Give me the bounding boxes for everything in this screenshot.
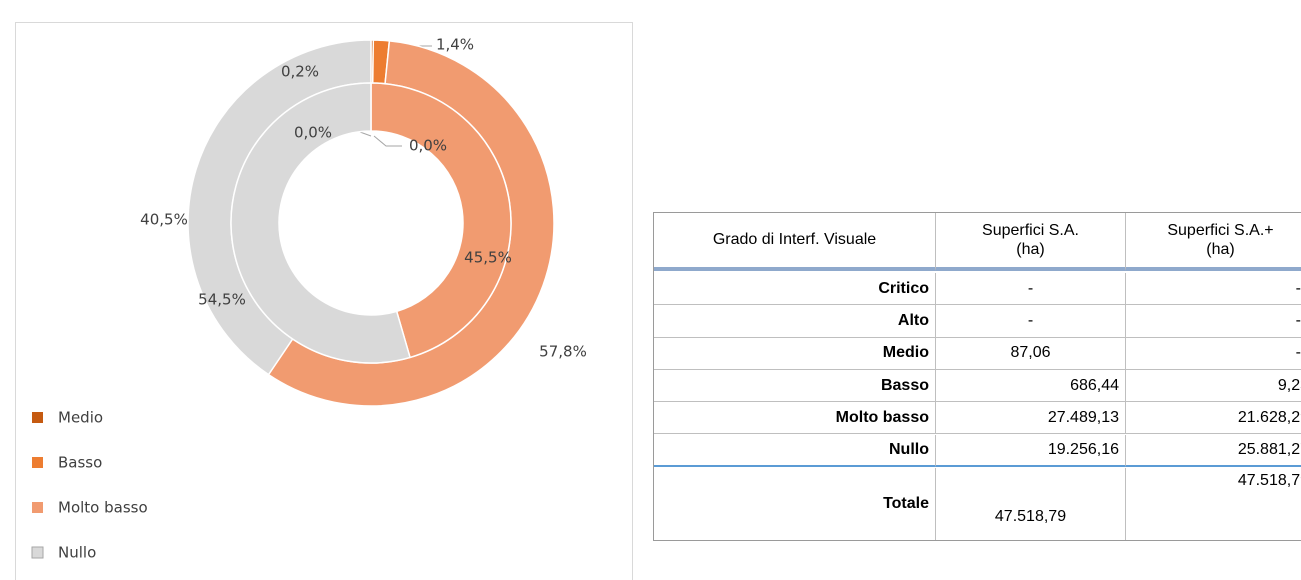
legend-label: Basso <box>58 454 102 472</box>
header-line: (ha) <box>1016 241 1045 258</box>
leader-line <box>373 135 402 147</box>
table-cell: - <box>1126 338 1301 370</box>
table-cell: Totale <box>654 468 936 540</box>
table-cell: 47.518,79 <box>936 468 1126 540</box>
data-label: 0,0% <box>294 124 332 142</box>
header-line: Superfici S.A. <box>982 222 1079 239</box>
table-cell: 25.881,27 <box>1126 435 1301 467</box>
table-cell: Superfici S.A.+ (ha) <box>1126 213 1301 271</box>
table-cell: Molto basso <box>654 402 936 435</box>
table-cell: Basso <box>654 369 936 403</box>
chart: 0,2% 1,4% 57,8% 40,5% 0,0% 0,0% 45,5% 54,5% Medi… <box>15 22 633 580</box>
legend-label: Medio <box>58 409 103 427</box>
data-label: 0,0% <box>409 137 447 155</box>
table-cell: 47.518,79 <box>1126 468 1301 540</box>
table-cell: 27.489,13 <box>936 402 1126 435</box>
table-cell: - <box>936 305 1126 338</box>
table-cell: 9,23 <box>1126 370 1301 403</box>
legend-swatch <box>32 502 43 513</box>
legend-swatch <box>32 457 43 468</box>
data-label: 1,4% <box>436 36 474 54</box>
table-cell: - <box>936 273 1126 306</box>
data-label: 54,5% <box>198 291 246 309</box>
table-cell: Nullo <box>654 434 936 467</box>
legend-swatch <box>31 546 44 559</box>
table-cell: Alto <box>654 305 936 338</box>
header-line: (ha) <box>1206 241 1235 258</box>
table-cell: 21.628,29 <box>1126 402 1301 435</box>
table-cell: - <box>1126 305 1301 338</box>
table-cell: 686,44 <box>936 369 1126 403</box>
table-cell: 87,06 <box>936 337 1126 370</box>
data-label: 45,5% <box>464 249 512 267</box>
table-cell: - <box>1126 273 1301 306</box>
donut-segment <box>370 82 512 359</box>
data-label: 0,2% <box>281 63 319 81</box>
legend-label: Nullo <box>58 544 96 562</box>
table-cell: Critico <box>654 273 936 306</box>
legend-swatch <box>32 412 43 423</box>
legend-label: Molto basso <box>58 499 148 517</box>
table-cell: Superfici S.A. (ha) <box>936 213 1126 271</box>
table: Grado di Interf. Visuale Superfici S.A. (h… <box>653 212 1301 541</box>
table-cell: Grado di Interf. Visuale <box>654 213 936 271</box>
header-line: Superfici S.A.+ <box>1167 222 1274 239</box>
table-cell: 19.256,16 <box>936 434 1126 467</box>
data-label: 40,5% <box>140 211 188 229</box>
table-cell: Medio <box>654 337 936 370</box>
data-label: 57,8% <box>539 343 587 361</box>
donut-segment <box>230 82 411 364</box>
